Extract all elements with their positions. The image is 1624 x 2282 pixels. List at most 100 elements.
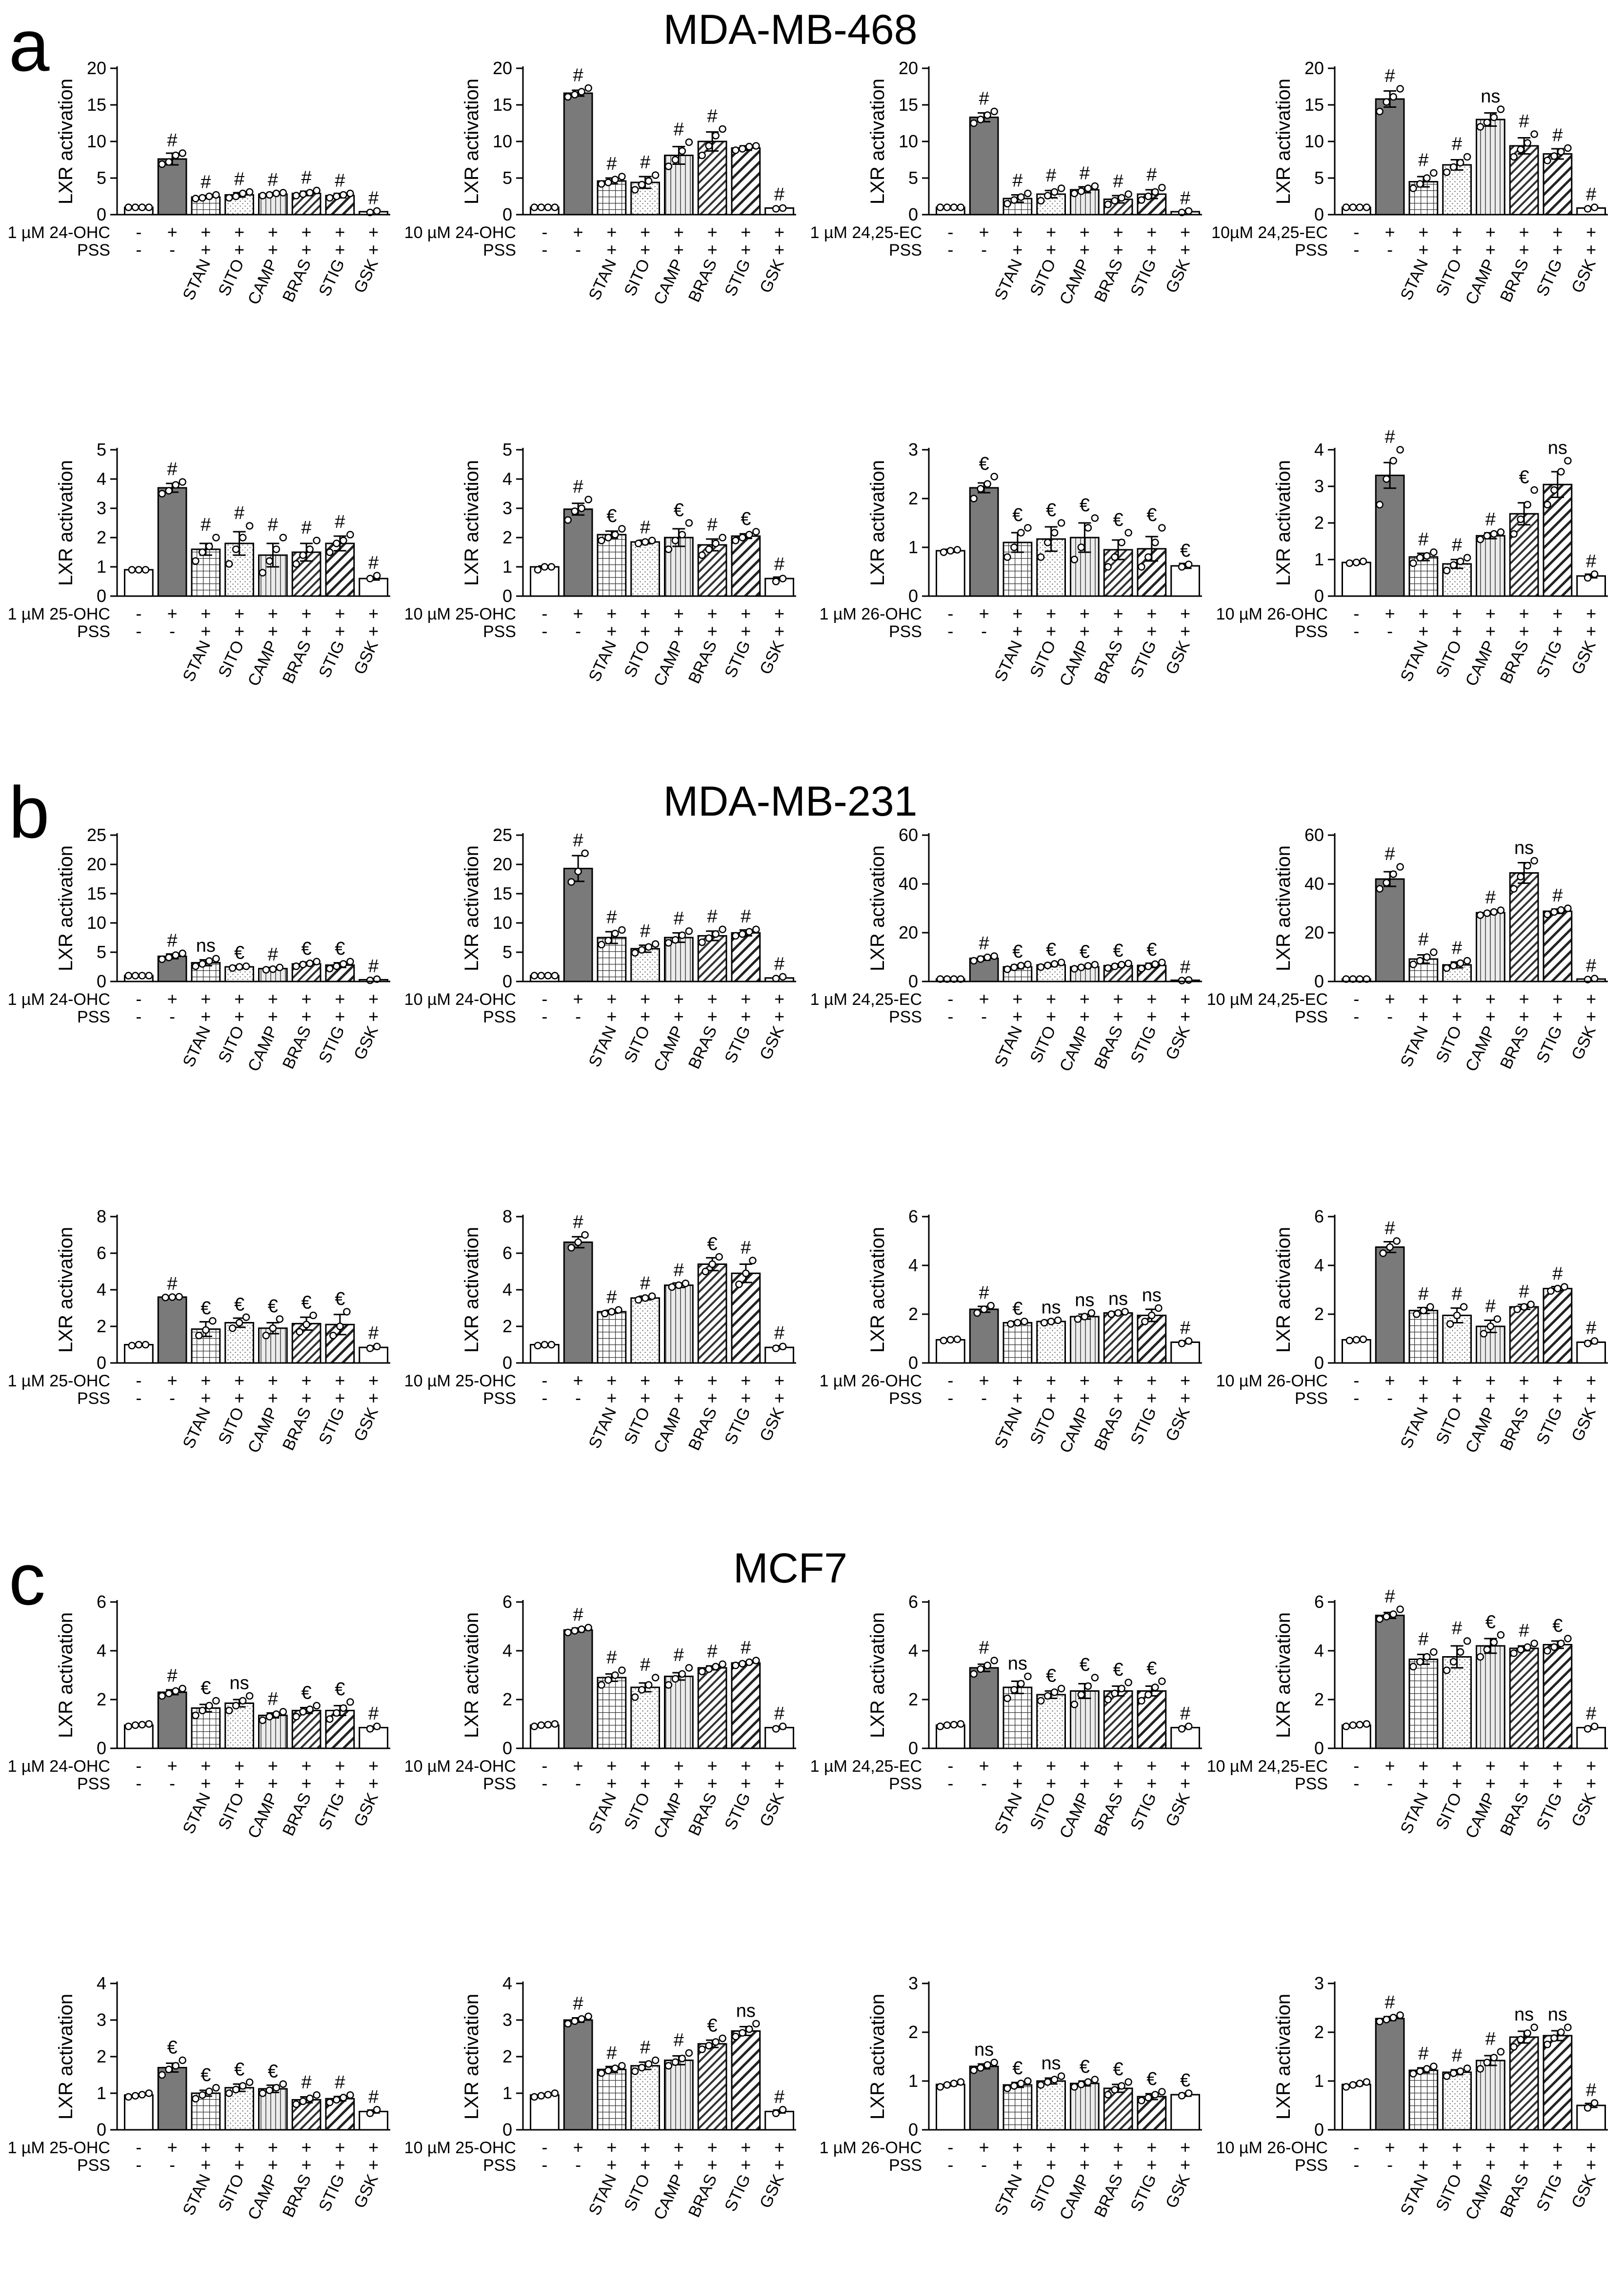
significance-mark: ns <box>736 2001 756 2022</box>
bar <box>359 578 388 597</box>
data-point <box>936 203 944 211</box>
data-point <box>1530 1640 1538 1647</box>
significance-mark: # <box>1552 125 1563 146</box>
category-label: BRAS <box>1091 1404 1127 1453</box>
y-tick-label: 0 <box>1314 586 1324 606</box>
data-point <box>705 142 713 150</box>
pss-sign: + <box>606 240 617 260</box>
treatment-sign: + <box>1519 989 1529 1009</box>
treatment-sign: + <box>1385 1756 1395 1776</box>
treatment-sign: + <box>707 1370 718 1390</box>
data-point <box>212 1697 220 1705</box>
data-point <box>1184 2089 1193 2097</box>
treatment-sign: + <box>979 1756 989 1776</box>
data-point <box>584 1623 592 1632</box>
category-label: SITO <box>215 1404 248 1447</box>
data-point <box>1124 1679 1132 1686</box>
pss-sign: + <box>1519 2155 1529 2175</box>
pss-sign: + <box>1485 621 1496 641</box>
treatment-sign: + <box>1385 222 1395 242</box>
significance-mark: € <box>335 1289 345 1309</box>
bar <box>563 1629 593 1749</box>
data-point <box>668 1283 676 1291</box>
significance-mark: € <box>301 1293 312 1313</box>
data-point <box>179 949 186 958</box>
data-point <box>1091 1674 1099 1681</box>
data-point <box>1524 861 1531 870</box>
pss-sign: - <box>1387 240 1393 260</box>
data-point <box>1389 2014 1397 2022</box>
significance-mark: # <box>1586 1318 1596 1339</box>
data-point <box>1476 536 1484 543</box>
data-point <box>1070 2083 1079 2091</box>
y-tick-label: 20 <box>87 854 106 874</box>
data-point <box>1443 168 1451 176</box>
treatment-sign: + <box>268 2137 278 2157</box>
data-point <box>1557 468 1565 476</box>
data-point <box>1497 906 1505 914</box>
treatment-sign: + <box>1485 1370 1496 1390</box>
data-point <box>1554 1284 1562 1293</box>
bar <box>157 1296 187 1364</box>
significance-mark: # <box>640 1273 650 1294</box>
y-tick-label: 0 <box>908 1353 918 1373</box>
pss-sign: + <box>301 1388 312 1408</box>
significance-mark: # <box>1385 1992 1395 2013</box>
bar <box>1170 2094 1200 2131</box>
data-point <box>1564 144 1572 152</box>
pss-sign: - <box>981 1006 987 1026</box>
data-point <box>1342 2083 1350 2091</box>
pss-sign: - <box>1353 1773 1359 1793</box>
significance-mark: # <box>335 171 345 191</box>
data-point <box>259 192 267 200</box>
section-title-c: MCF7 <box>733 1545 848 1592</box>
data-point <box>279 2080 287 2088</box>
pss-sign: + <box>1485 240 1496 260</box>
section-letter-a: a <box>9 4 50 86</box>
category-label: STAN <box>585 638 620 684</box>
significance-mark: € <box>674 500 684 520</box>
data-point <box>1178 1340 1186 1347</box>
pss-sign: + <box>1452 1388 1462 1408</box>
category-label: STAN <box>991 2171 1026 2218</box>
data-point <box>698 151 706 160</box>
data-point <box>685 1664 693 1672</box>
data-point <box>1383 879 1390 887</box>
data-point <box>209 1317 217 1325</box>
pss-sign: + <box>1485 1388 1496 1408</box>
pss-sign: + <box>1046 240 1056 260</box>
data-point <box>1527 1301 1535 1308</box>
data-point <box>161 1294 169 1301</box>
significance-mark: # <box>606 1647 617 1668</box>
data-point <box>1564 457 1572 465</box>
data-point <box>1510 530 1518 538</box>
y-tick-label: 1 <box>908 2071 918 2091</box>
treatment-sign: + <box>1552 2137 1563 2157</box>
category-label: CAMP <box>1462 1404 1499 1456</box>
data-point <box>634 540 642 547</box>
data-point <box>641 538 649 546</box>
data-point <box>678 931 686 939</box>
data-point <box>990 473 998 480</box>
pss-sign: + <box>741 2155 751 2175</box>
data-point <box>1449 561 1458 569</box>
data-point <box>366 2109 374 2117</box>
data-point <box>732 537 740 544</box>
category-label: STIG <box>315 256 348 299</box>
data-point <box>1376 885 1383 893</box>
category-label: GSK <box>350 2171 382 2211</box>
bar <box>697 2043 727 2131</box>
y-tick-label: 5 <box>502 440 512 460</box>
y-tick-label: 6 <box>1314 1206 1324 1226</box>
data-point <box>973 1309 981 1317</box>
bar <box>1476 119 1505 216</box>
y-tick-label: 15 <box>899 95 918 115</box>
significance-mark: # <box>368 1323 379 1343</box>
pss-sign: + <box>335 1006 345 1026</box>
category-label: GSK <box>350 1023 382 1062</box>
treatment-sign: + <box>335 603 345 623</box>
data-point <box>373 1342 381 1350</box>
treatment-sign: + <box>1552 1756 1563 1776</box>
